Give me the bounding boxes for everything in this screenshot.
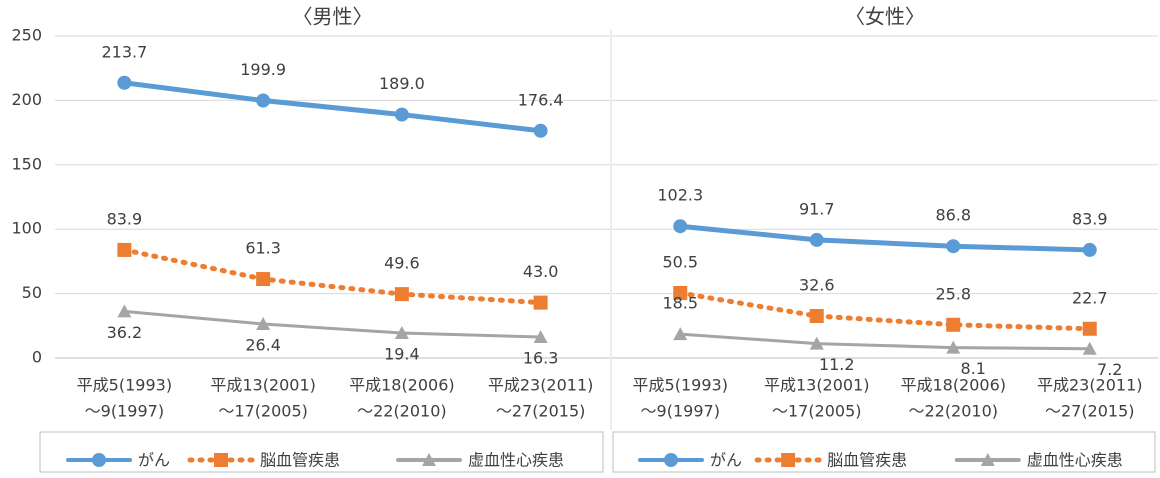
series-line	[121, 80, 544, 134]
chart-title: 〈女性〉	[845, 5, 925, 29]
marker	[533, 123, 548, 138]
legend-label: 脳血管疾患	[260, 451, 340, 470]
series-line	[677, 223, 1093, 253]
data-label: 43.0	[523, 262, 559, 281]
data-label: 25.8	[935, 284, 971, 303]
x-tick-label: ～27(2015)	[496, 402, 586, 421]
x-tick-label: 平成13(2001)	[210, 376, 316, 395]
data-label: 22.7	[1072, 288, 1108, 307]
data-label: 16.3	[523, 349, 559, 368]
x-tick-label: ～22(2010)	[908, 402, 998, 421]
marker	[809, 232, 824, 247]
x-tick-label: ～17(2005)	[772, 402, 862, 421]
data-label: 8.1	[961, 359, 986, 378]
data-label: 213.7	[101, 42, 147, 61]
series-line	[122, 309, 543, 339]
legend-label: がん	[138, 451, 170, 470]
x-tick-label: ～22(2010)	[357, 402, 447, 421]
y-tick-label: 100	[11, 219, 42, 238]
y-tick-label: 200	[11, 90, 42, 109]
data-label: 19.4	[384, 345, 420, 364]
x-tick-label: 平成23(2011)	[488, 376, 594, 395]
marker	[394, 287, 409, 302]
marker	[117, 242, 132, 257]
marker	[946, 317, 961, 332]
marker	[809, 336, 824, 350]
marker	[533, 295, 548, 310]
x-tick-label: ～27(2015)	[1045, 402, 1135, 421]
legend-box	[612, 431, 1156, 473]
data-label: 83.9	[1072, 209, 1108, 228]
marker	[214, 453, 228, 467]
marker	[117, 304, 132, 318]
y-tick-label: 150	[11, 154, 42, 173]
chart-title: 〈男性〉	[293, 5, 373, 29]
data-label: 199.9	[240, 60, 286, 79]
legend-label: 虚血性心疾患	[1027, 451, 1123, 470]
data-label: 189.0	[379, 74, 425, 93]
data-label: 11.2	[819, 355, 855, 374]
marker	[92, 453, 106, 467]
data-label: 86.8	[935, 206, 971, 225]
marker	[256, 316, 271, 330]
legend-box	[39, 431, 604, 473]
marker	[664, 453, 678, 467]
marker	[980, 453, 995, 466]
y-tick-label: 50	[22, 283, 42, 302]
data-label: 50.5	[662, 252, 698, 271]
legend-label: 虚血性心疾患	[468, 451, 564, 470]
series-line	[121, 247, 544, 306]
marker	[946, 239, 961, 254]
marker	[673, 285, 688, 300]
marker	[394, 107, 409, 122]
data-label: 61.3	[245, 239, 281, 258]
marker	[394, 326, 409, 340]
marker	[946, 340, 961, 354]
marker	[1082, 341, 1097, 355]
x-tick-label: 平成18(2006)	[349, 376, 455, 395]
x-tick-label: ～9(1997)	[641, 402, 720, 421]
data-label: 26.4	[245, 335, 281, 354]
marker	[533, 330, 548, 344]
marker	[673, 219, 688, 234]
data-label: 91.7	[799, 199, 835, 218]
marker	[1082, 242, 1097, 257]
legend-label: 脳血管疾患	[827, 451, 907, 470]
y-tick-label: 250	[11, 26, 42, 45]
marker	[809, 309, 824, 324]
legend-label: がん	[710, 451, 742, 470]
data-label: 102.3	[657, 186, 703, 205]
x-tick-label: 平成5(1993)	[633, 376, 728, 395]
data-label: 176.4	[518, 90, 564, 109]
x-tick-label: 平成23(2011)	[1037, 376, 1143, 395]
x-tick-label: ～17(2005)	[218, 402, 308, 421]
x-tick-label: 平成5(1993)	[77, 376, 172, 395]
marker	[422, 453, 436, 466]
x-tick-label: 平成18(2006)	[900, 376, 1006, 395]
x-tick-label: 平成13(2001)	[764, 376, 870, 395]
data-label: 32.6	[799, 276, 835, 295]
y-tick-label: 0	[32, 348, 42, 367]
marker	[1082, 321, 1097, 336]
data-label: 49.6	[384, 254, 420, 273]
marker	[256, 93, 271, 108]
data-label: 18.5	[662, 294, 698, 313]
data-label: 7.2	[1097, 360, 1122, 379]
marker	[673, 327, 688, 341]
series-line	[677, 290, 1093, 332]
x-tick-label: ～9(1997)	[85, 402, 164, 421]
series-line	[678, 332, 1092, 351]
data-label: 36.2	[107, 323, 143, 342]
marker	[256, 272, 271, 287]
data-label: 83.9	[107, 209, 143, 228]
marker	[117, 75, 132, 90]
marker	[781, 453, 796, 467]
